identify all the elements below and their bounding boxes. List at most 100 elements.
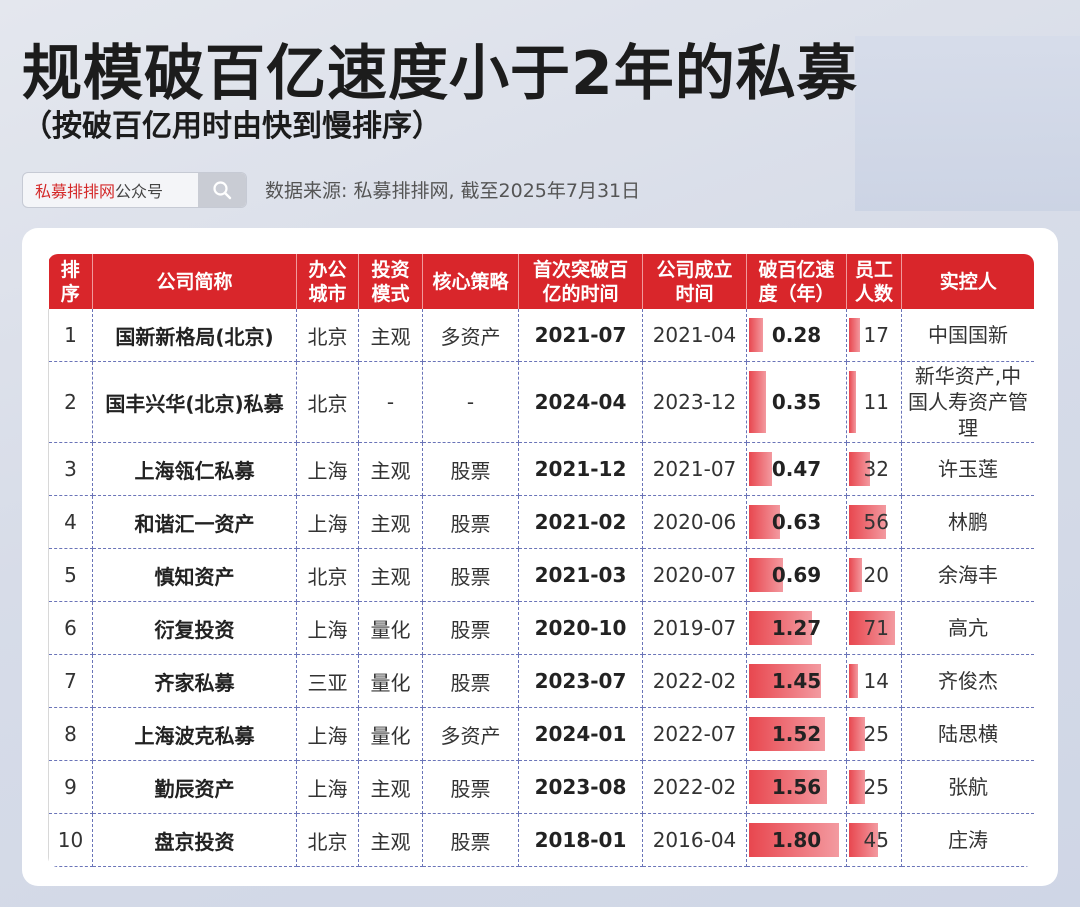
controller-cell: 新华资产,中国人寿资产管理 (901, 361, 1034, 443)
mode-cell: 主观 (358, 442, 423, 496)
controller-cell: 林鹏 (901, 495, 1034, 549)
speed-label: 1.80 (771, 828, 822, 852)
rank-cell: 8 (48, 707, 93, 761)
city-cell: 上海 (296, 601, 359, 655)
staff-label: 25 (863, 775, 889, 799)
search-suffix: 公众号 (115, 182, 164, 201)
company-cell: 勤辰资产 (92, 760, 297, 814)
rank-cell: 10 (48, 813, 93, 867)
strategy-cell: 股票 (422, 442, 519, 496)
speed-bar (749, 770, 827, 804)
mode-cell: 量化 (358, 654, 423, 708)
search-text: 私募排排网公众号 (23, 178, 198, 202)
strategy-cell: 多资产 (422, 309, 519, 362)
speed-cell: 0.63 (746, 495, 847, 549)
staff-bar (849, 558, 862, 592)
staff-cell: 14 (846, 654, 902, 708)
strategy-cell: 股票 (422, 654, 519, 708)
controller-cell: 许玉莲 (901, 442, 1034, 496)
rank-cell: 3 (48, 442, 93, 496)
mode-cell: 量化 (358, 601, 423, 655)
background-panel (855, 36, 1080, 211)
first-10b-cell: 2021-03 (518, 548, 643, 602)
staff-bar (849, 611, 895, 645)
col-mode: 投资 模式 (358, 254, 423, 309)
table-row: 6 衍复投资 上海 量化 股票 2020-10 2019-07 1.27 71 高亢 (48, 601, 1034, 655)
speed-label: 0.28 (771, 323, 822, 347)
staff-bar (849, 770, 865, 804)
city-cell: 北京 (296, 548, 359, 602)
founded-cell: 2022-02 (642, 760, 747, 814)
speed-bar (749, 611, 812, 645)
founded-cell: 2023-12 (642, 361, 747, 443)
controller-cell: 高亢 (901, 601, 1034, 655)
staff-label: 45 (863, 828, 889, 852)
company-cell: 上海波克私募 (92, 707, 297, 761)
staff-label: 56 (863, 510, 889, 534)
company-cell: 衍复投资 (92, 601, 297, 655)
table-row: 2 国丰兴华(北京)私募 北京 - -2024-04 2023-12 0.35 11 新华资产,… (48, 361, 1034, 443)
city-cell: 北京 (296, 309, 359, 362)
city-cell: 上海 (296, 442, 359, 496)
staff-label: 25 (863, 722, 889, 746)
speed-bar (749, 505, 780, 539)
staff-cell: 32 (846, 442, 902, 496)
mode-cell: 主观 (358, 309, 423, 362)
speed-bar (749, 664, 821, 698)
controller-cell: 庄涛 (901, 813, 1034, 867)
staff-bar (849, 664, 858, 698)
strategy-cell: - (422, 361, 519, 443)
speed-cell: 1.80 (746, 813, 847, 867)
speed-cell: 1.45 (746, 654, 847, 708)
company-cell: 国丰兴华(北京)私募 (92, 361, 297, 443)
city-cell: 上海 (296, 707, 359, 761)
speed-bar (749, 717, 825, 751)
speed-label: 1.27 (771, 616, 822, 640)
staff-label: 32 (863, 457, 889, 481)
table-row: 7 齐家私募 三亚 量化 股票 2023-07 2022-02 1.45 14 齐俊杰 (48, 654, 1034, 708)
strategy-cell: 股票 (422, 548, 519, 602)
staff-label: 17 (863, 323, 889, 347)
mode-cell: 主观 (358, 760, 423, 814)
company-cell: 上海瓴仁私募 (92, 442, 297, 496)
speed-cell: 0.35 (746, 361, 847, 443)
city-cell: 北京 (296, 361, 359, 443)
rank-cell: 9 (48, 760, 93, 814)
col-rank: 排序 (48, 254, 93, 309)
speed-cell: 0.28 (746, 309, 847, 362)
first-10b-cell: 2018-01 (518, 813, 643, 867)
table-row: 3 上海瓴仁私募 上海 主观 股票 2021-12 2021-07 0.47 32 许玉莲 (48, 442, 1034, 496)
search-button[interactable] (198, 173, 246, 207)
city-cell: 北京 (296, 813, 359, 867)
search-icon (213, 181, 232, 200)
city-cell: 三亚 (296, 654, 359, 708)
controller-cell: 中国国新 (901, 309, 1034, 362)
founded-cell: 2019-07 (642, 601, 747, 655)
staff-label: 20 (863, 563, 889, 587)
rank-cell: 5 (48, 548, 93, 602)
company-cell: 慎知资产 (92, 548, 297, 602)
staff-cell: 20 (846, 548, 902, 602)
col-first-10b: 首次突破百 亿的时间 (518, 254, 643, 309)
staff-label: 71 (863, 616, 889, 640)
ranking-table: 排序 公司简称 办公 城市 投资 模式 核心策略 首次突破百 亿的时间 公司成立 时间 … (48, 254, 1034, 867)
first-10b-cell: 2021-02 (518, 495, 643, 549)
mode-cell: 量化 (358, 707, 423, 761)
speed-label: 1.52 (771, 722, 822, 746)
controller-cell: 余海丰 (901, 548, 1034, 602)
col-speed: 破百亿速 度（年） (746, 254, 847, 309)
staff-label: 14 (863, 669, 889, 693)
col-founded: 公司成立 时间 (642, 254, 747, 309)
mode-cell: 主观 (358, 548, 423, 602)
founded-cell: 2022-07 (642, 707, 747, 761)
table-row: 1 国新新格局(北京) 北京 主观 多资产 2021-07 2021-04 0.28 17 中国国… (48, 309, 1034, 362)
first-10b-cell: 2021-07 (518, 309, 643, 362)
city-cell: 上海 (296, 760, 359, 814)
table-body: 1 国新新格局(北京) 北京 主观 多资产 2021-07 2021-04 0.28 17 中国国… (48, 309, 1034, 867)
speed-bar (749, 371, 766, 433)
rank-cell: 1 (48, 309, 93, 362)
search-box[interactable]: 私募排排网公众号 (22, 172, 247, 208)
first-10b-cell: 2023-07 (518, 654, 643, 708)
controller-cell: 齐俊杰 (901, 654, 1034, 708)
strategy-cell: 股票 (422, 813, 519, 867)
